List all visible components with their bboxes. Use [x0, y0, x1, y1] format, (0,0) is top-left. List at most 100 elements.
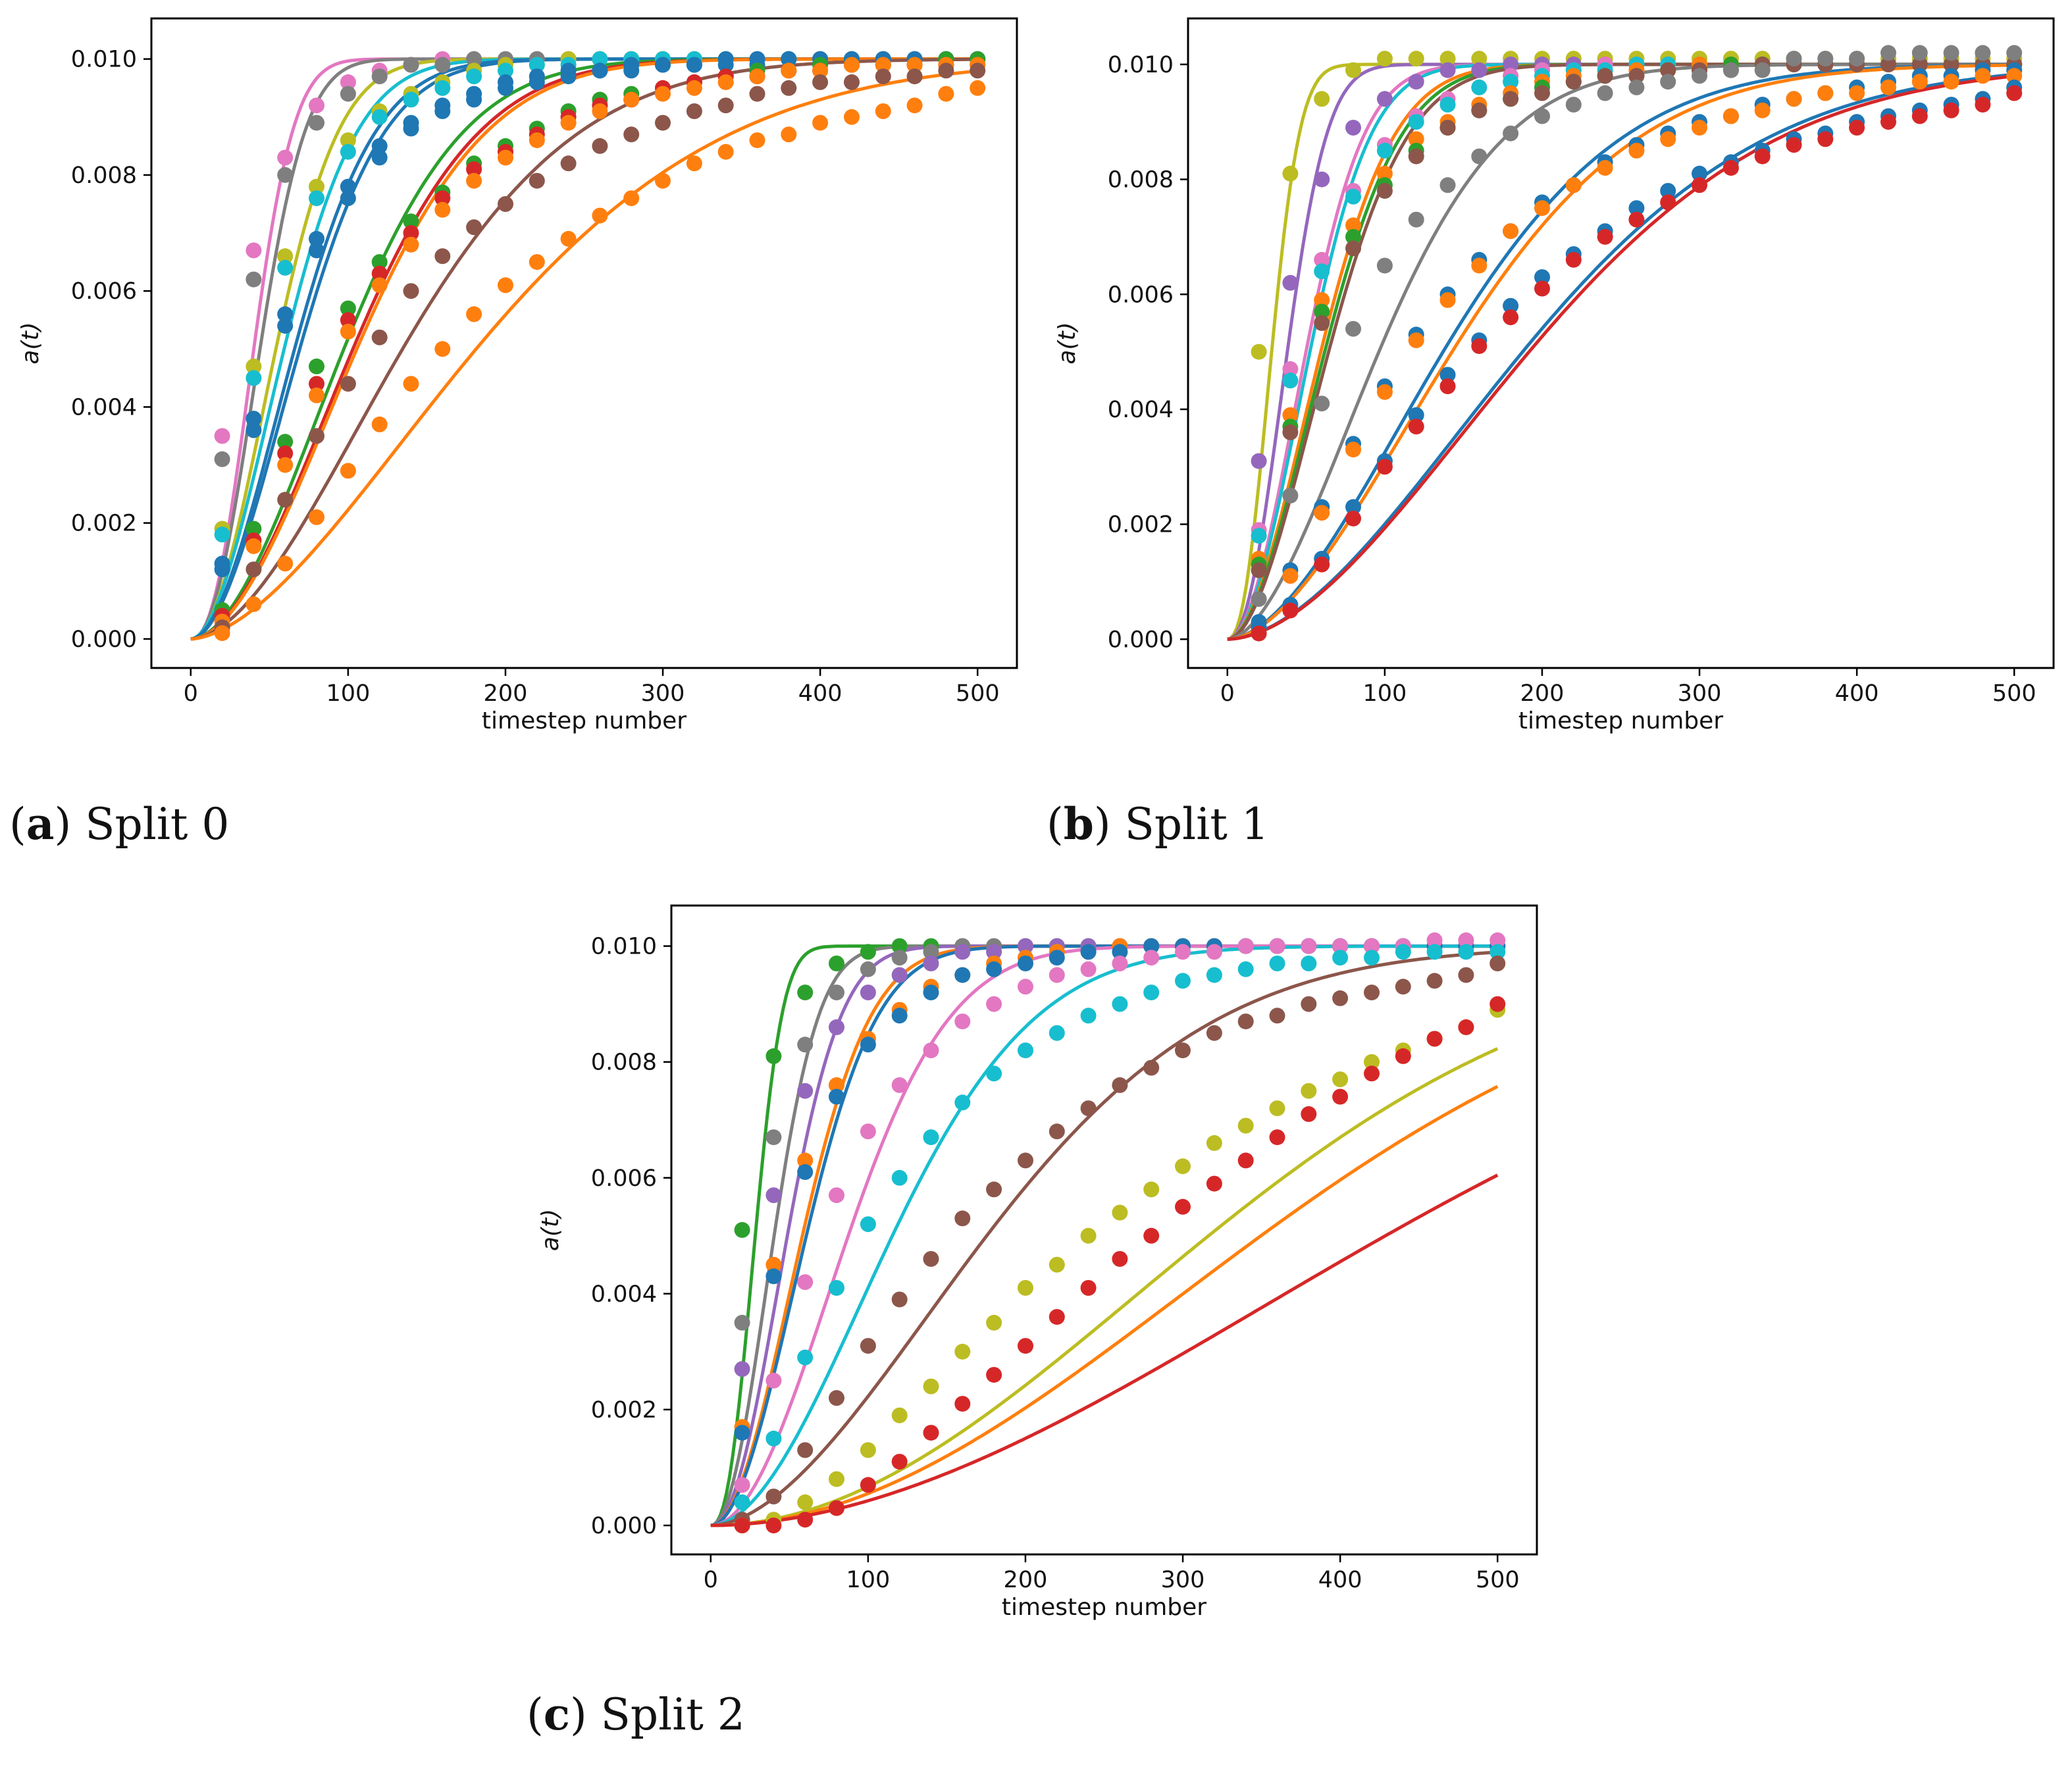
data-point-s11-10	[1565, 251, 1582, 268]
data-point-s11-11	[1597, 228, 1613, 245]
x-tick-label: 0	[704, 1567, 718, 1593]
data-point-s0-2	[1314, 91, 1330, 107]
y-tick-label: 0.002	[591, 1397, 657, 1423]
data-point-s7-16	[1237, 1013, 1254, 1030]
data-point-s9-21	[1911, 74, 1928, 90]
data-point-s8-12	[592, 103, 608, 119]
data-point-s11-18	[1817, 131, 1834, 147]
x-tick-label: 400	[1318, 1567, 1362, 1593]
data-point-s5-7	[434, 103, 451, 119]
data-point-s5-0	[214, 561, 230, 578]
data-point-s3-6	[403, 91, 419, 108]
data-point-s6-15	[1206, 967, 1222, 983]
data-point-s11-24	[2006, 85, 2023, 101]
data-point-s7-15	[1206, 1025, 1222, 1041]
data-point-s5-0	[734, 1477, 750, 1493]
data-point-s9-16	[717, 97, 734, 114]
data-point-s7-22	[1943, 45, 1959, 61]
data-point-s10-14	[1692, 165, 1707, 182]
data-point-s8-14	[1175, 1158, 1191, 1175]
data-point-s5-8	[986, 996, 1002, 1012]
chart-panel-split-2: 0 100 200 300 400 500 0.000 0.002 0.004 0.006 0.00…	[537, 904, 1538, 1621]
data-point-s8-20	[844, 57, 860, 73]
data-point-s7-14	[1692, 68, 1707, 84]
data-point-s5-12	[592, 63, 608, 79]
data-point-s1-6	[923, 944, 939, 960]
data-point-s8-3	[309, 387, 324, 403]
data-point-s3-0	[1251, 528, 1267, 544]
data-point-s6-13	[1660, 62, 1676, 78]
data-point-s8-19	[812, 63, 829, 79]
data-point-s2-9	[1018, 938, 1033, 954]
data-point-s11-12	[1628, 211, 1645, 228]
data-point-s9-17	[1786, 91, 1802, 107]
data-point-s5-22	[1426, 932, 1443, 948]
data-point-s2-2	[277, 248, 294, 265]
data-point-s6-13	[1143, 985, 1160, 1001]
data-point-s9-14	[655, 115, 671, 131]
data-point-s6-23	[1458, 944, 1474, 960]
data-point-s4-5	[371, 138, 388, 154]
data-point-s8-15	[1206, 1135, 1222, 1151]
data-point-s10-9	[1534, 269, 1550, 286]
data-point-s9-23	[1975, 68, 1991, 84]
data-point-s1-3	[1345, 120, 1361, 136]
data-point-s8-4	[340, 323, 356, 340]
x-axis-label: timestep number	[1002, 1594, 1206, 1621]
data-point-s8-9	[1018, 1280, 1033, 1296]
data-point-s6-22	[1426, 944, 1443, 960]
data-point-s8-10	[529, 132, 545, 149]
data-point-s1-8	[466, 51, 482, 67]
fit-curve-11	[1227, 74, 2015, 641]
data-point-s11-13	[1660, 194, 1676, 211]
x-tick-label: 100	[846, 1567, 890, 1593]
data-point-s9-8	[1503, 223, 1519, 240]
data-point-s7-2	[797, 1442, 814, 1458]
data-point-s3-5	[371, 109, 388, 125]
data-point-s4-4	[1376, 165, 1393, 182]
data-point-s7-7	[434, 190, 451, 207]
y-tick-label: 0.008	[591, 1050, 657, 1076]
data-point-s10-16	[717, 143, 734, 160]
caption-split-0: (a) Split 0	[9, 798, 229, 850]
data-point-s7-9	[1018, 1152, 1033, 1169]
data-point-s5-3	[1345, 228, 1361, 245]
data-point-s11-5	[1408, 419, 1424, 435]
caption-split-2: (c) Split 2	[527, 1689, 745, 1740]
data-point-s10-1	[765, 1518, 782, 1533]
data-point-s2-1	[246, 358, 262, 374]
data-point-s7-7	[954, 1210, 971, 1227]
data-point-s7-23	[1975, 45, 1991, 61]
data-point-s9-2	[1314, 505, 1330, 521]
data-point-s8-13	[623, 91, 640, 108]
x-tick-label: 300	[1161, 1567, 1205, 1593]
data-point-s0-0	[1251, 344, 1267, 360]
data-point-s8-7	[434, 201, 451, 218]
data-point-s11-17	[1786, 137, 1802, 153]
data-point-s1-7	[1471, 62, 1488, 78]
data-point-s7-11	[1080, 1100, 1097, 1117]
data-point-s11-8	[1503, 309, 1519, 326]
data-point-s10-2	[797, 1512, 814, 1528]
data-point-s5-19	[1332, 938, 1349, 954]
data-point-s1-1	[1282, 274, 1299, 291]
data-point-s7-3	[309, 376, 324, 392]
data-point-s6-11	[1080, 1008, 1097, 1024]
data-point-s7-10	[1049, 1123, 1065, 1140]
data-point-s9-24	[970, 63, 986, 79]
data-point-s4-11	[1080, 944, 1097, 960]
data-point-s1-8	[1503, 56, 1519, 72]
data-point-s7-17	[1269, 1008, 1285, 1024]
data-point-s2-2	[797, 1083, 814, 1099]
data-point-s10-24	[1489, 996, 1506, 1012]
data-point-s10-7	[954, 1396, 971, 1412]
data-point-s10-19	[1332, 1088, 1349, 1105]
data-point-s5-12	[1112, 956, 1128, 971]
data-point-s10-11	[1080, 1280, 1097, 1296]
data-point-s9-7	[1471, 257, 1488, 274]
data-point-s3-8	[1503, 74, 1519, 90]
data-point-s5-13	[1143, 950, 1160, 966]
data-point-s2-7	[954, 944, 971, 960]
data-point-s9-15	[1722, 108, 1739, 124]
data-point-s1-2	[797, 1036, 814, 1053]
